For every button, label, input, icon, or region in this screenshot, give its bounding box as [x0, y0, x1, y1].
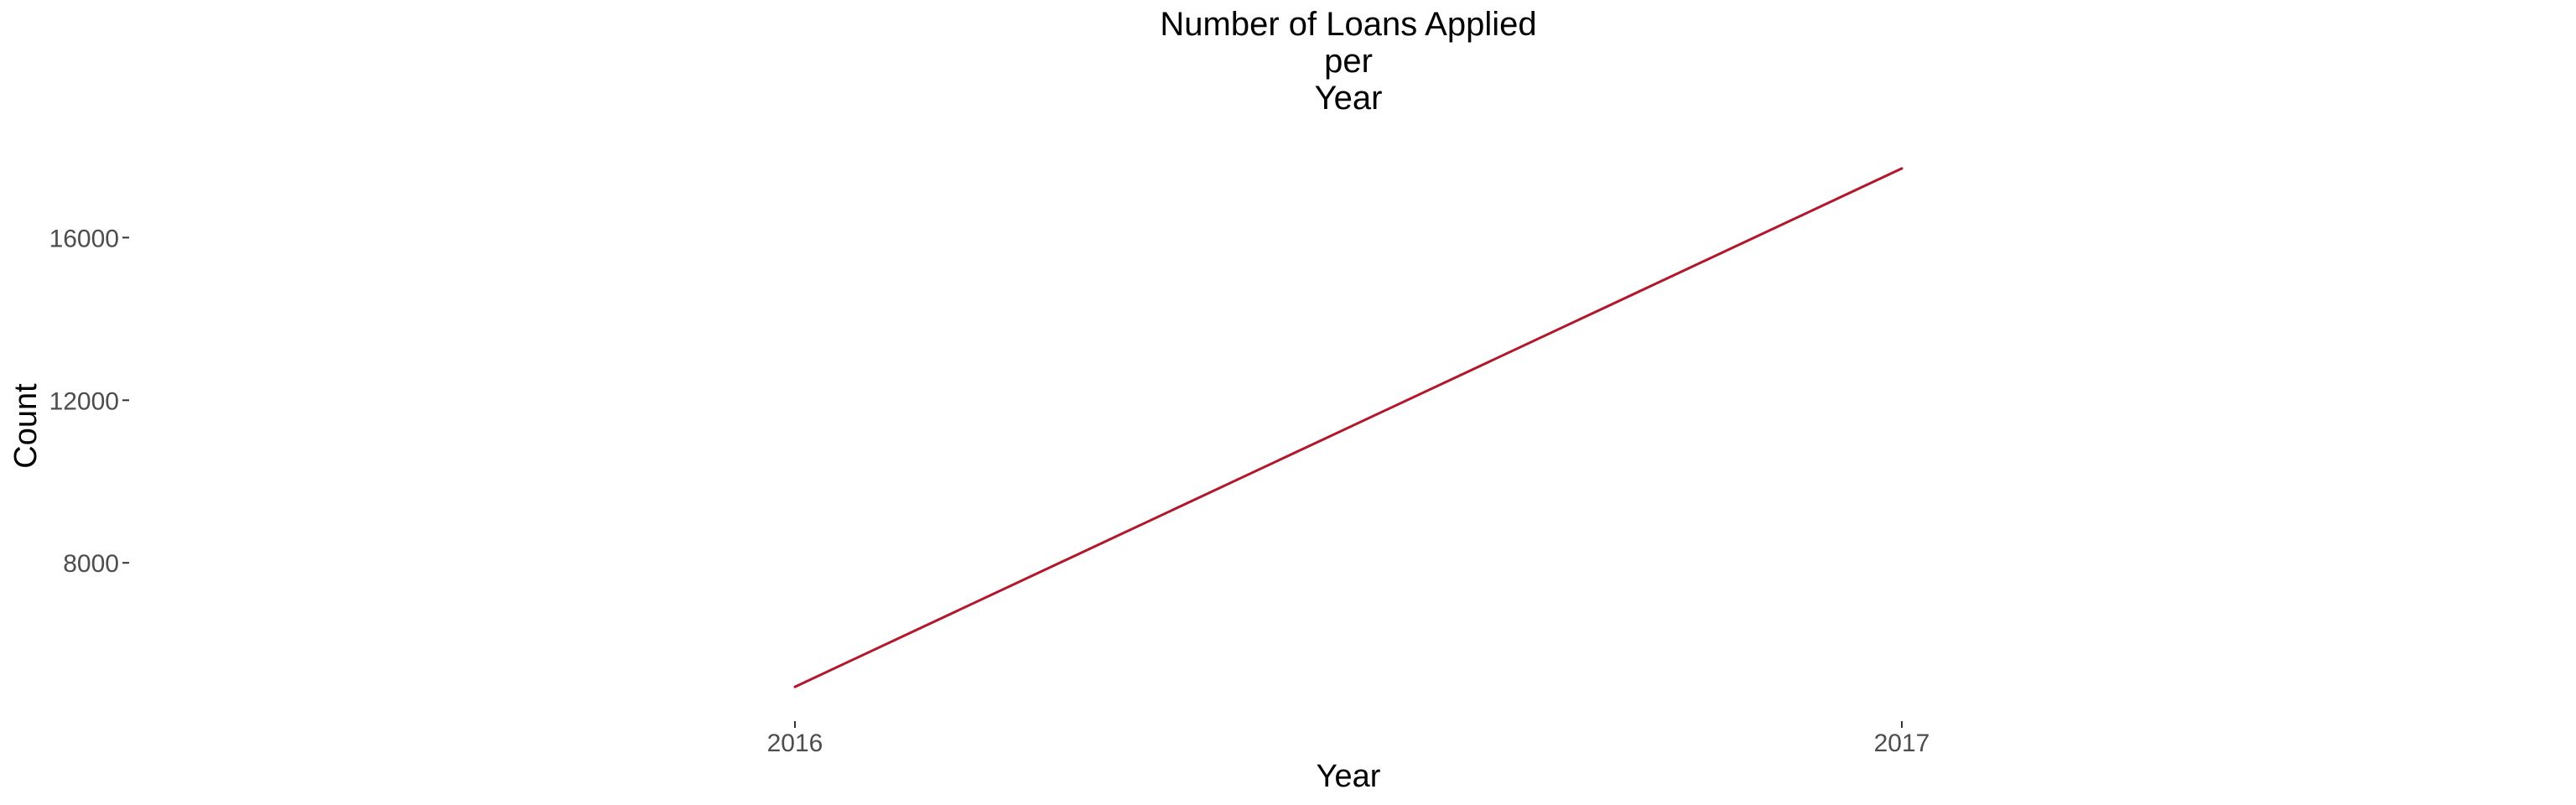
x-tick-label: 2016 — [767, 730, 823, 757]
plot-series — [794, 167, 1903, 688]
chart-title-line-2: per — [1324, 43, 1373, 80]
y-axis-title: Count — [8, 383, 44, 469]
chart-title: Number of Loans Applied per Year — [1160, 6, 1536, 117]
chart-title-line-1: Number of Loans Applied — [1160, 6, 1536, 43]
y-axis: 8000 12000 16000 — [49, 225, 129, 578]
data-point — [1901, 167, 1903, 169]
series-line-0 — [795, 169, 1902, 687]
y-tick-label: 16000 — [49, 225, 119, 252]
x-tick-label: 2017 — [1874, 730, 1930, 757]
x-axis: 2016 2017 — [767, 721, 1930, 757]
x-axis-title: Year — [1317, 759, 1381, 794]
y-tick-label: 12000 — [49, 387, 119, 415]
data-point — [794, 686, 797, 688]
y-tick-label: 8000 — [63, 550, 119, 578]
chart-title-line-3: Year — [1315, 80, 1383, 117]
